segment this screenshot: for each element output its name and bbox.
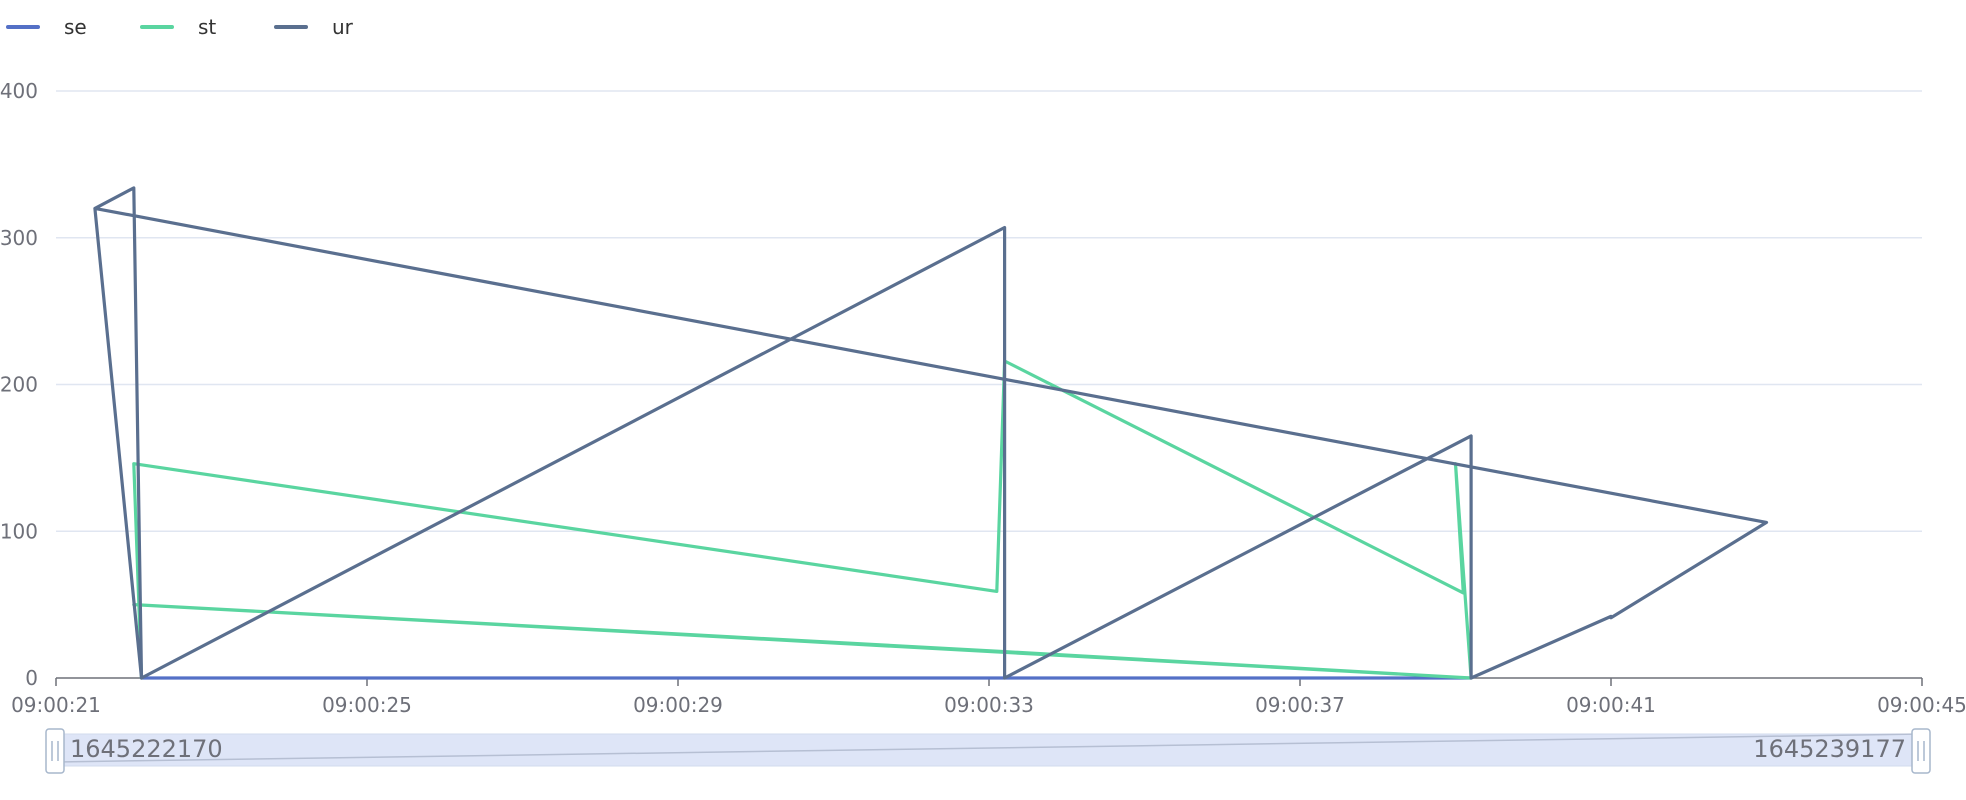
y-tick-label-300: 300 <box>0 226 38 250</box>
y-grid-lines <box>56 90 1922 532</box>
series-line-ur <box>93 186 1769 680</box>
y-tick-label-0: 0 <box>25 666 38 690</box>
chart-legend[interactable]: se st ur <box>6 15 354 39</box>
y-tick-label-200: 200 <box>0 373 38 397</box>
series-line-st <box>132 359 1473 680</box>
data-zoom-preview <box>55 733 1925 763</box>
data-zoom-end-label: 1645239177 <box>1753 735 1906 763</box>
x-tick-label-0: 09:00:21 <box>11 693 101 717</box>
data-zoom-slider[interactable]: 1645222170 1645239177 <box>45 728 1931 774</box>
y-axis-labels: 0 100 200 300 400 <box>0 79 38 690</box>
x-tick-label-6: 09:00:45 <box>1877 693 1966 717</box>
x-tick-label-4: 09:00:37 <box>1255 693 1345 717</box>
series-lines <box>93 186 1769 680</box>
legend-label-ur: ur <box>332 15 354 39</box>
y-tick-label-400: 400 <box>0 79 38 103</box>
x-tick-label-5: 09:00:41 <box>1566 693 1656 717</box>
x-tick-label-1: 09:00:25 <box>322 693 412 717</box>
data-zoom-start-label: 1645222170 <box>70 735 223 763</box>
y-tick-label-100: 100 <box>0 519 38 543</box>
x-tick-label-3: 09:00:33 <box>944 693 1034 717</box>
legend-label-st: st <box>198 15 216 39</box>
legend-item-ur[interactable]: ur <box>274 15 354 39</box>
data-zoom-handle-left[interactable] <box>45 728 65 774</box>
legend-item-st[interactable]: st <box>140 15 216 39</box>
legend-label-se: se <box>64 15 87 39</box>
x-tick-label-2: 09:00:29 <box>633 693 723 717</box>
data-zoom-handle-right[interactable] <box>1911 728 1931 774</box>
legend-item-se[interactable]: se <box>6 15 87 39</box>
x-axis-labels: 09:00:21 09:00:25 09:00:29 09:00:33 09:00:37… <box>11 693 1966 717</box>
